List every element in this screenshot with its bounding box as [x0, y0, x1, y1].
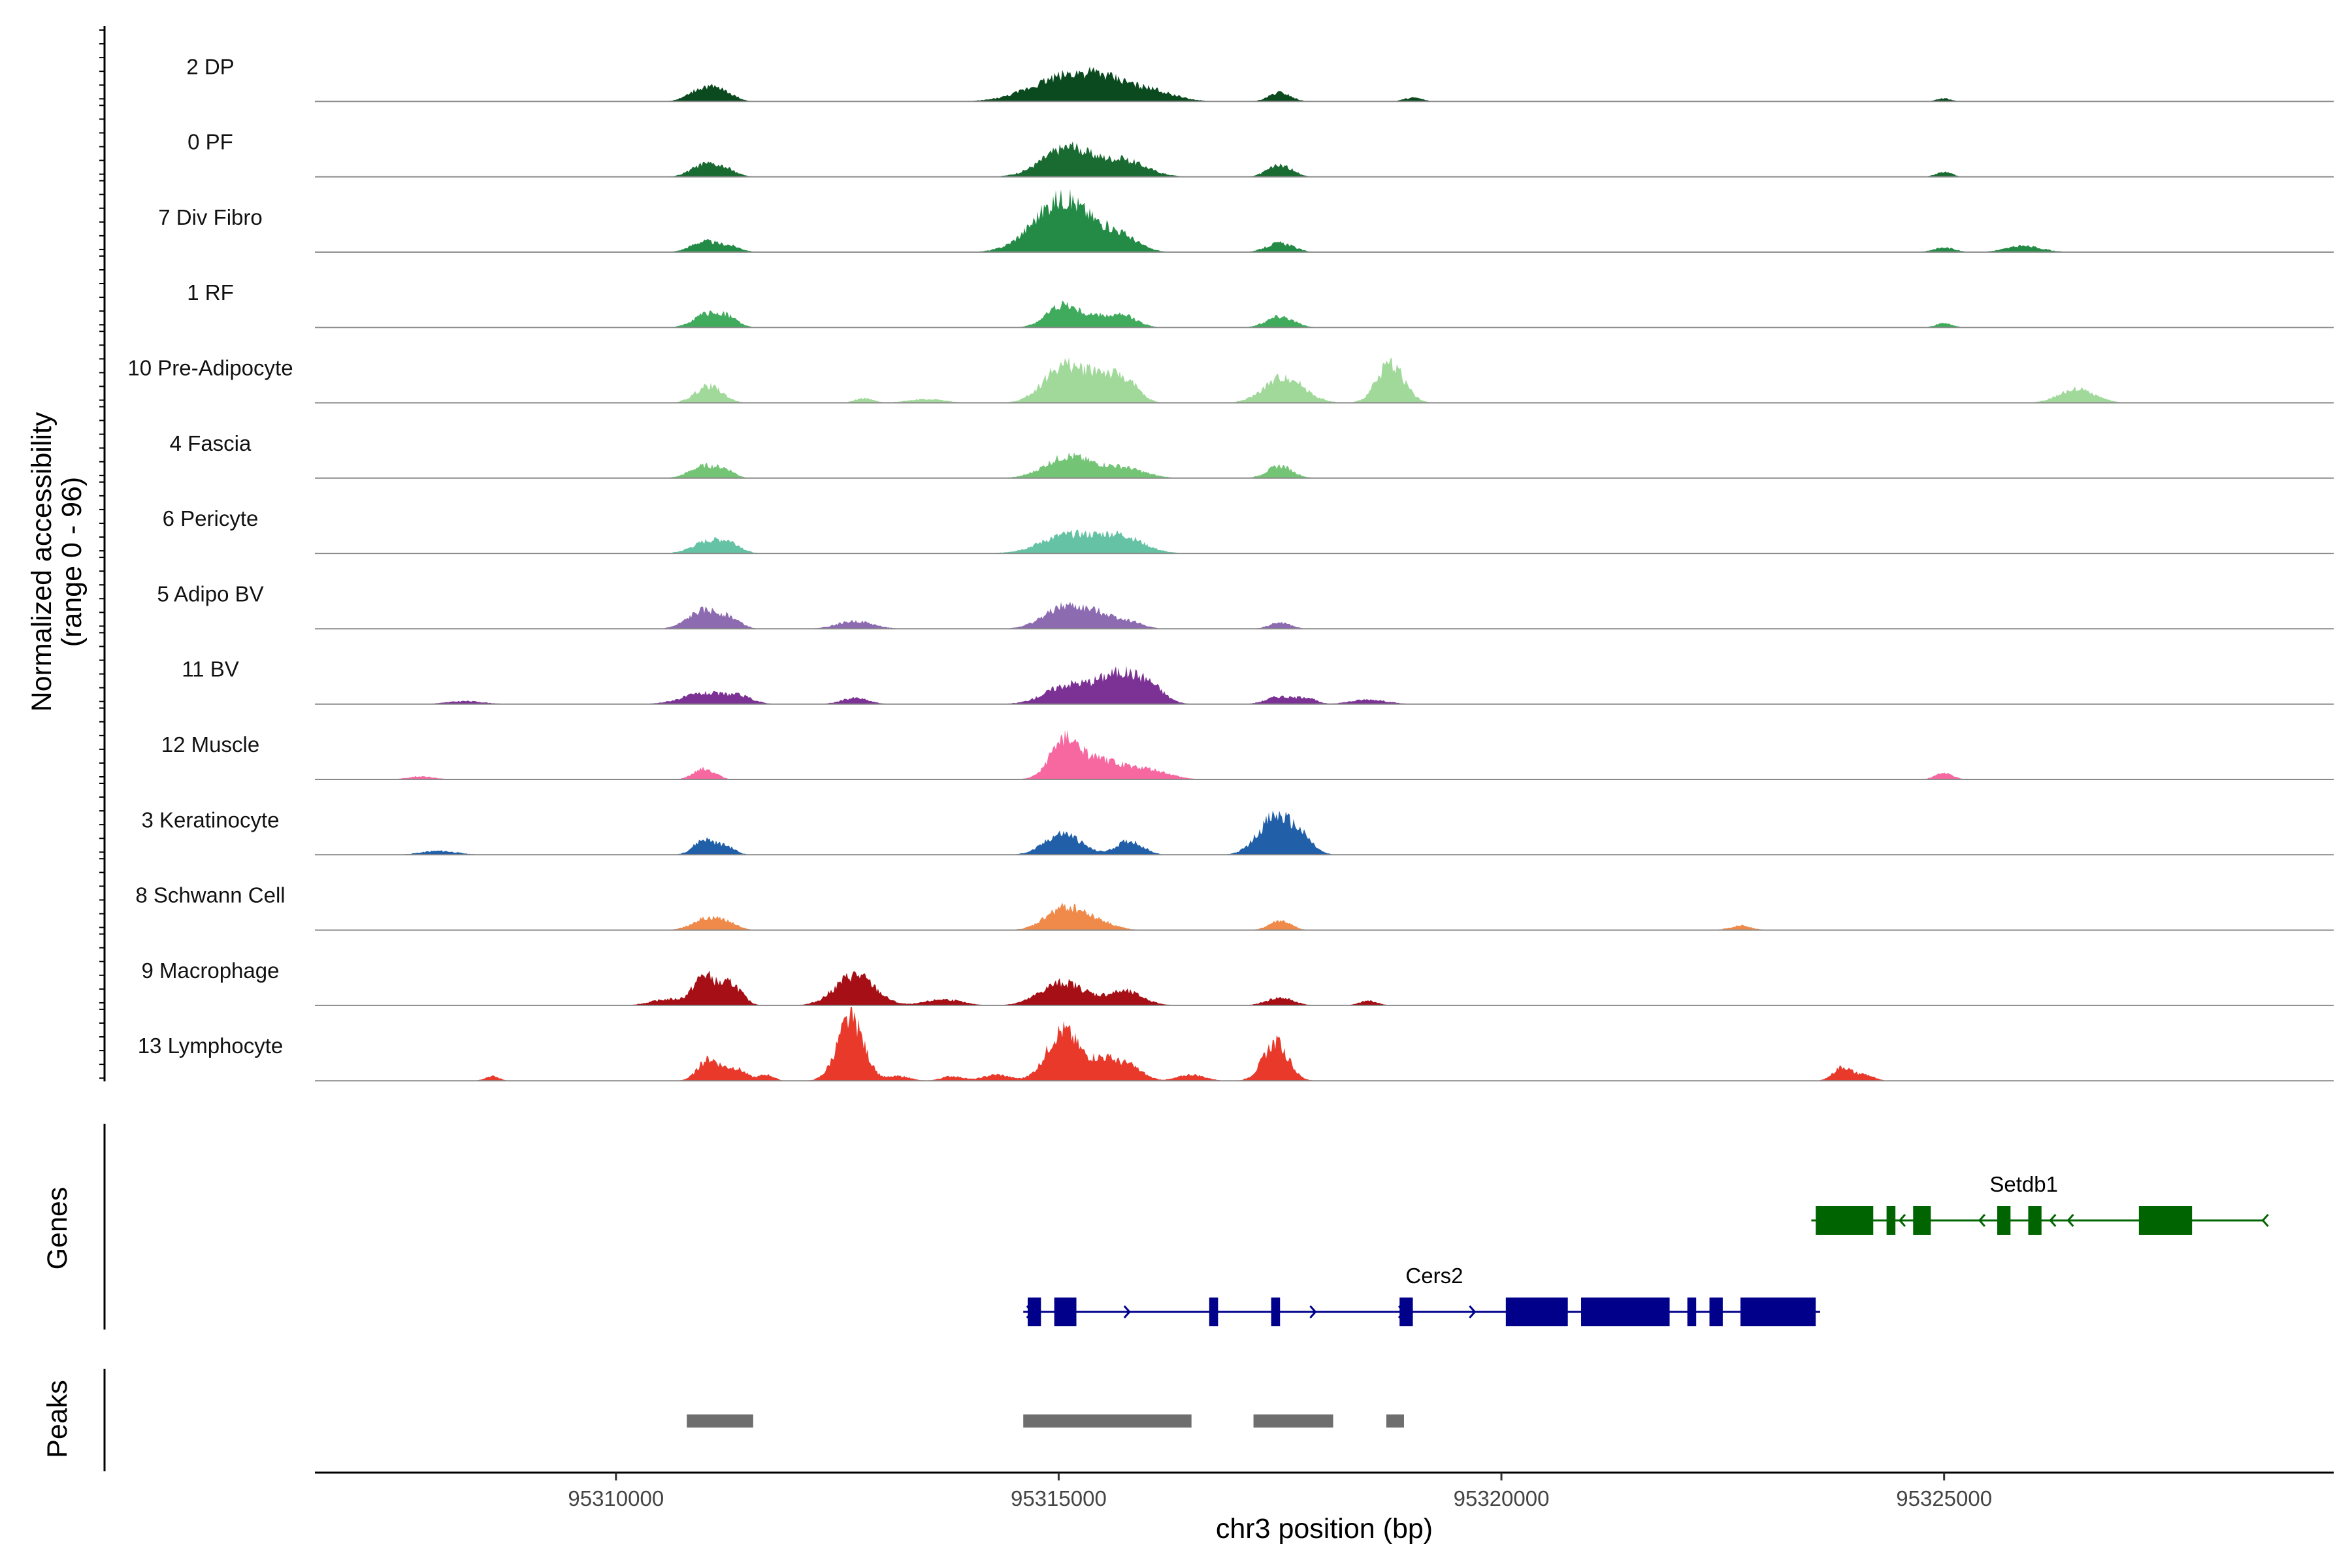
- gene-label-setdb1: Setdb1: [1989, 1172, 2058, 1196]
- track-11-bv: 11 BV: [182, 657, 2334, 705]
- gene-track: Cers2 Setdb1: [1023, 1172, 2269, 1326]
- strand-arrow: [1898, 1214, 1906, 1227]
- coverage-area-2-dp: [315, 67, 2334, 102]
- track-label: 4 Fascia: [170, 431, 252, 455]
- strand-arrow: [1978, 1214, 1986, 1227]
- peaks-track: [687, 1414, 1404, 1428]
- strand-arrow: [2261, 1214, 2269, 1227]
- peak-region: [1253, 1414, 1333, 1428]
- track-4-fascia: 4 Fascia: [170, 431, 2334, 479]
- gene-exon: [1581, 1298, 1670, 1326]
- track-label: 6 Pericyte: [163, 506, 259, 531]
- coverage-tracks: 2 DP 0 PF 7 Div Fibro 1 RF 10 Pre-Adipocyte 4…: [127, 54, 2334, 1082]
- strand-arrow: [2066, 1214, 2074, 1227]
- peak-region: [687, 1414, 753, 1428]
- track-3-keratinocyte: 3 Keratinocyte: [142, 808, 2334, 856]
- x-tick-label: 95310000: [568, 1486, 664, 1511]
- coverage-area-9-macrophage: [315, 970, 2334, 1005]
- gene-cers2: Cers2: [1023, 1264, 1820, 1326]
- coverage-area-8-schwann-cell: [315, 902, 2334, 930]
- gene-exon: [1687, 1298, 1697, 1326]
- coverage-area-4-fascia: [315, 452, 2334, 478]
- gene-exon: [1505, 1298, 1568, 1326]
- peaks-panel-label: Peaks: [42, 1380, 73, 1458]
- gene-exon: [1913, 1206, 1931, 1235]
- coverage-area-6-pericyte: [315, 529, 2334, 554]
- gene-exon: [2138, 1206, 2193, 1235]
- track-label: 7 Div Fibro: [158, 205, 263, 229]
- track-6-pericyte: 6 Pericyte: [163, 506, 2334, 555]
- coverage-area-11-bv: [315, 666, 2334, 704]
- gene-exon: [1271, 1298, 1281, 1326]
- track-1-rf: 1 RF: [187, 280, 2334, 329]
- track-label: 0 PF: [188, 130, 233, 154]
- strand-arrow: [2049, 1214, 2057, 1227]
- gene-exon: [1997, 1206, 2011, 1235]
- x-axis-title: chr3 position (bp): [1216, 1513, 1433, 1544]
- x-tick-label: 95315000: [1011, 1486, 1107, 1511]
- track-label: 12 Muscle: [161, 732, 259, 757]
- coverage-area-12-muscle: [315, 730, 2334, 779]
- track-5-adipo-bv: 5 Adipo BV: [157, 581, 2334, 630]
- track-label: 5 Adipo BV: [157, 581, 263, 606]
- coverage-area-3-keratinocyte: [315, 810, 2334, 855]
- gene-exon: [1054, 1298, 1077, 1326]
- gene-exon: [1816, 1206, 1874, 1235]
- coverage-area-0-pf: [315, 141, 2334, 177]
- track-12-muscle: 12 Muscle: [161, 730, 2334, 780]
- y-axis-title-line-1: Normalized accessibility: [26, 412, 57, 711]
- track-label: 3 Keratinocyte: [142, 808, 280, 832]
- track-8-schwann-cell: 8 Schwann Cell: [135, 883, 2334, 931]
- track-2-dp: 2 DP: [186, 54, 2334, 103]
- gene-exon: [2028, 1206, 2042, 1235]
- gene-exon: [1740, 1298, 1816, 1326]
- gene-setdb1: Setdb1: [1811, 1172, 2269, 1235]
- peak-region: [1023, 1414, 1192, 1428]
- gene-exon: [1027, 1298, 1041, 1326]
- gene-label-cers2: Cers2: [1405, 1264, 1463, 1288]
- strand-arrow: [1397, 1305, 1405, 1318]
- track-label: 11 BV: [182, 657, 238, 681]
- track-13-lymphocyte: 13 Lymphocyte: [138, 1007, 2334, 1082]
- gene-exon: [1709, 1298, 1723, 1326]
- x-axis: 95310000 95315000 95320000 95325000: [568, 1473, 1992, 1511]
- track-10-pre-adipocyte: 10 Pre-Adipocyte: [127, 356, 2334, 404]
- coverage-area-7-div-fibro: [315, 189, 2334, 252]
- track-label: 10 Pre-Adipocyte: [127, 356, 293, 380]
- strand-arrow: [1309, 1305, 1317, 1318]
- strand-arrow: [1469, 1305, 1477, 1318]
- x-tick-label: 95320000: [1454, 1486, 1550, 1511]
- coverage-area-5-adipo-bv: [315, 602, 2334, 629]
- track-9-macrophage: 9 Macrophage: [142, 958, 2334, 1006]
- coverage-area-13-lymphocyte: [315, 1007, 2334, 1081]
- gene-exon: [1399, 1298, 1413, 1326]
- gene-exon: [1209, 1298, 1218, 1326]
- gene-exon: [1886, 1206, 1896, 1235]
- strand-arrow: [1026, 1305, 1034, 1318]
- track-label: 8 Schwann Cell: [135, 883, 285, 907]
- strand-arrow: [1212, 1305, 1220, 1318]
- coverage-y-axis: [99, 26, 106, 1082]
- strand-arrow: [1123, 1305, 1131, 1318]
- genes-panel-label: Genes: [42, 1187, 73, 1270]
- y-axis-title: Normalized accessibility (range 0 - 96): [26, 412, 88, 711]
- track-label: 13 Lymphocyte: [138, 1034, 284, 1058]
- track-7-div-fibro: 7 Div Fibro: [158, 189, 2334, 253]
- track-label: 2 DP: [186, 54, 234, 78]
- track-0-pf: 0 PF: [188, 130, 2334, 178]
- x-tick-label: 95325000: [1896, 1486, 1992, 1511]
- coverage-area-10-pre-adipocyte: [315, 357, 2334, 403]
- y-axis-title-line-2: (range 0 - 96): [56, 477, 88, 647]
- track-label: 9 Macrophage: [142, 958, 280, 983]
- track-label: 1 RF: [187, 280, 234, 304]
- peak-region: [1386, 1414, 1404, 1428]
- coverage-area-1-rf: [315, 301, 2334, 328]
